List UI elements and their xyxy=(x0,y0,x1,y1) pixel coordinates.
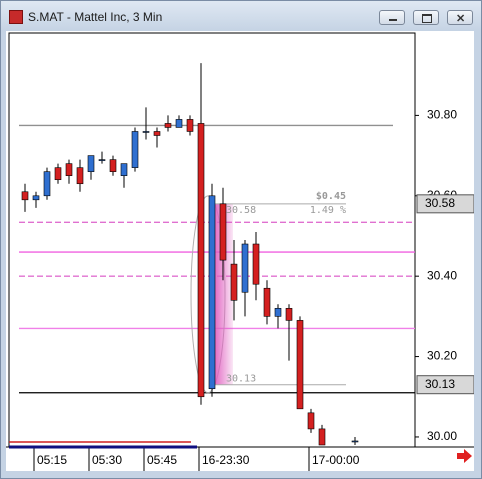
candle-body xyxy=(351,440,359,443)
candle-body xyxy=(263,287,271,317)
x-tick-label: 16-23:30 xyxy=(202,453,250,467)
y-tick-label: 30.20 xyxy=(427,349,457,363)
candle-body xyxy=(21,191,29,201)
measure-change: $0.45 xyxy=(316,191,346,202)
candle-body xyxy=(197,123,205,398)
x-tick-label: 05:30 xyxy=(92,453,122,467)
app-icon xyxy=(9,10,23,24)
candle-body xyxy=(54,167,62,181)
price-tag-label: 30.58 xyxy=(425,196,455,210)
x-tick-label: 17-00:00 xyxy=(312,453,360,467)
candle-body xyxy=(98,159,106,161)
y-tick-label: 30.40 xyxy=(427,268,457,282)
candle-body xyxy=(109,159,117,172)
candle-body xyxy=(285,308,293,321)
maximize-button[interactable] xyxy=(413,10,439,25)
candle-body xyxy=(65,163,73,176)
scroll-right-arrow[interactable] xyxy=(457,449,472,463)
plot-area: 30.58 30.13 $0.45 1.49 % xyxy=(9,63,415,446)
candle-body xyxy=(131,131,139,168)
candle-body xyxy=(296,320,304,410)
candle-body xyxy=(142,131,150,133)
candle-body xyxy=(32,195,40,201)
measure-band xyxy=(213,203,233,385)
x-tick-label: 05:45 xyxy=(147,453,177,467)
measure-bottom-label: 30.13 xyxy=(226,374,256,385)
title-bar: S.MAT - Mattel Inc, 3 Min ✕ xyxy=(1,1,481,31)
candle-body xyxy=(230,263,238,301)
candle-body xyxy=(318,428,326,446)
candle-body xyxy=(274,308,282,317)
candle-body xyxy=(186,119,194,132)
measure-percent: 1.49 % xyxy=(310,205,346,216)
candle-body xyxy=(120,163,128,176)
price-tag-label: 30.13 xyxy=(425,377,455,391)
candle-body xyxy=(43,171,51,197)
measure-top-label: 30.58 xyxy=(226,205,256,216)
candle-body xyxy=(175,119,183,128)
price-tag xyxy=(416,194,474,214)
candle-body xyxy=(208,195,216,390)
price-tag xyxy=(416,375,474,395)
candle-body xyxy=(219,203,227,261)
candle-body xyxy=(252,243,260,285)
x-tick-label: 05:15 xyxy=(37,453,67,467)
candle-body xyxy=(307,412,315,430)
minimize-button[interactable] xyxy=(379,10,405,25)
close-button[interactable]: ✕ xyxy=(447,10,473,25)
candle-body xyxy=(87,155,95,172)
y-tick-label: 30.00 xyxy=(427,429,457,443)
window-title: S.MAT - Mattel Inc, 3 Min xyxy=(28,10,163,24)
candle-body xyxy=(153,131,161,136)
candle-body xyxy=(241,243,249,293)
candle-body xyxy=(76,167,84,185)
y-tick-label: 30.80 xyxy=(427,108,457,122)
candle-body xyxy=(164,123,172,128)
chart-background xyxy=(6,31,474,471)
